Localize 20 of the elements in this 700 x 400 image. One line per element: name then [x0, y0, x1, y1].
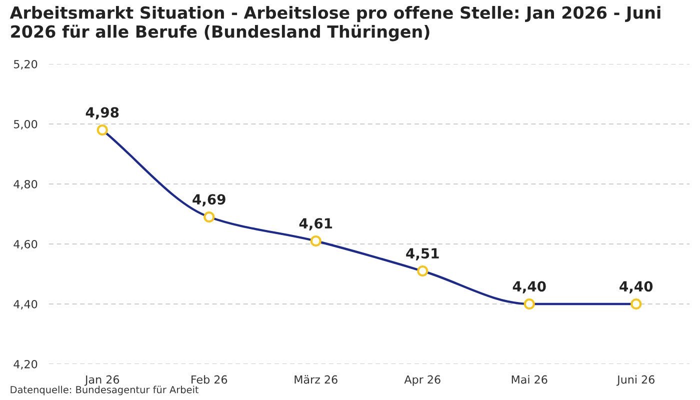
y-tick-label: 4,40 [14, 300, 38, 310]
chart-title: Arbeitsmarkt Situation - Arbeitslose pro offene Stelle: Jan 2026 - Juni 2026 für alle Berufe (Bundesland Thüringen) [10, 6, 660, 42]
x-tick-label: Mai 26 [512, 375, 548, 384]
x-tick-label: Juni 26 [616, 375, 654, 386]
y-tick-label: 4,20 [14, 360, 38, 370]
data-label: 4,98 [86, 107, 119, 120]
y-tick-label: 5,00 [14, 120, 38, 130]
text: Datenquelle: Bundesagentur für Arbeit [10, 386, 199, 396]
x-tick-label: Apr 26 [404, 375, 440, 386]
data-label: 4,40 [512, 281, 546, 294]
y-tick-label: 4,60 [14, 240, 38, 250]
y-tick-label: 5,20 [14, 60, 38, 70]
data-label: 4,51 [406, 248, 439, 260]
x-tick-label: Feb 26 [192, 375, 228, 384]
x-tick-label: März 26 [294, 375, 338, 384]
data-label: 4,69 [192, 194, 226, 206]
x-tick-label: Jan 26 [84, 375, 120, 386]
data-label: 4,40 [620, 281, 653, 294]
data-label: 4,61 [299, 218, 332, 230]
y-tick-label: 4,80 [14, 180, 38, 190]
